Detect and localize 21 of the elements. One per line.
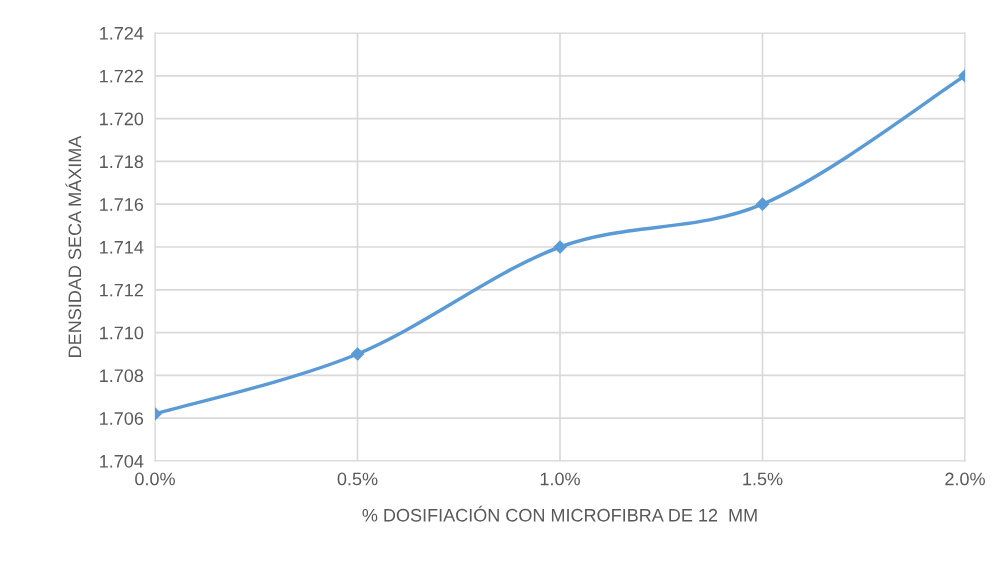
y-tick-label: 1.712 bbox=[100, 283, 143, 297]
x-tick-label: 0.0% bbox=[135, 472, 175, 486]
y-tick-label: 1.710 bbox=[100, 326, 144, 340]
point bbox=[553, 240, 567, 254]
x-tick-label: 1.5% bbox=[743, 472, 783, 486]
x-tick-label: 1.0% bbox=[540, 472, 580, 486]
y-tick-label: 1.724 bbox=[100, 26, 144, 40]
y-axis-title: DENSIDAD SECA MÁXIMA bbox=[65, 135, 82, 357]
y-tick-label: 1.708 bbox=[100, 369, 144, 383]
y-tick-label: 1.718 bbox=[100, 155, 144, 169]
x-tick-label: 0.5% bbox=[337, 472, 378, 486]
y-tick-label: 1.704 bbox=[100, 454, 144, 468]
point bbox=[350, 347, 365, 361]
y-tick-label: 1.716 bbox=[100, 198, 144, 211]
y-tick-label: 1.706 bbox=[100, 412, 144, 425]
y-tick-label: 1.722 bbox=[100, 69, 143, 83]
x-axis-title: % DOSIFIACIÓN CON MICROFIBRA DE 12 MM bbox=[362, 505, 757, 522]
point bbox=[755, 197, 770, 211]
x-tick-label: 2.0% bbox=[945, 472, 985, 486]
y-tick-label: 1.714 bbox=[100, 241, 144, 254]
y-tick-label: 1.720 bbox=[100, 112, 144, 126]
